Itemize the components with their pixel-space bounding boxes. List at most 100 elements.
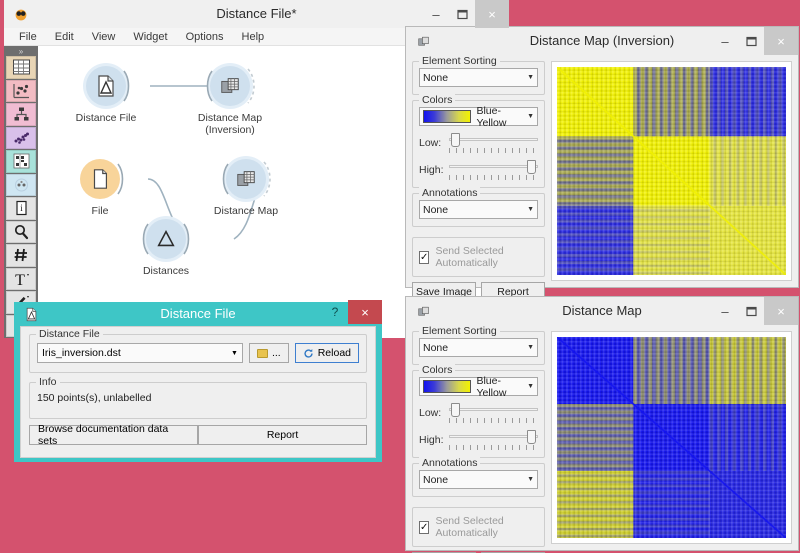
menu-item-edit[interactable]: Edit [54,30,74,43]
dm-send-group: ✓ Send Selected Automatically [412,507,545,547]
close-button[interactable]: × [764,27,798,55]
slider-handle[interactable] [450,403,460,417]
output-port[interactable] [122,70,132,102]
info-icon[interactable]: i [6,197,36,220]
text-icon[interactable]: T [6,267,36,291]
output-port[interactable] [116,163,126,195]
dm-titlebar[interactable]: Distance Map – × [406,297,798,325]
slider-handle[interactable] [527,160,537,174]
node-label: Distance Map (Inversion) [198,112,262,136]
input-port[interactable] [220,163,230,195]
dm-high-slider[interactable] [449,430,538,450]
dmi-high-slider[interactable] [449,160,538,180]
dm-element-sorting-value: None [423,341,449,354]
main-window-controls: – × [423,0,509,28]
dmi-annotations-select[interactable]: None ▼ [419,200,538,219]
heatmap-svg [557,67,786,275]
dmi-element-sorting-value: None [423,71,449,84]
node-circle[interactable] [146,219,186,259]
delta-icon [157,230,175,247]
node-circle[interactable] [80,159,120,199]
network-icon[interactable] [6,173,36,197]
maximize-button[interactable] [449,0,475,28]
dfdlg-file-group-label: Distance File [36,328,103,340]
node-circle[interactable] [210,66,250,106]
dfdlg-body: Distance File Iris_inversion.dst ▼ ... [20,326,376,458]
send-selected-checkbox[interactable]: ✓ [419,520,430,534]
svg-text:i: i [20,203,23,213]
dmi-element-sorting-select[interactable]: None ▼ [419,68,538,87]
output-port[interactable] [182,223,192,255]
node-label: File [91,205,109,217]
dm-annotations-select[interactable]: None ▼ [419,470,538,489]
node-circle[interactable] [86,66,126,106]
dm-colors-value: Blue-Yellow [476,374,507,399]
dmi-send-selected-row[interactable]: ✓ Send Selected Automatically [419,245,538,269]
minimize-button[interactable]: – [721,33,729,49]
node-distance-file[interactable]: Distance File [76,66,136,124]
dfdlg-file-group: Distance File Iris_inversion.dst ▼ ... [29,328,367,373]
distance-map-heatmap-inverted[interactable] [557,67,786,275]
distance-map-heatmap[interactable] [557,337,786,538]
node-file[interactable]: File [80,159,124,217]
dmi-colors-label: Colors [419,94,456,106]
tree-icon[interactable] [6,103,36,126]
browse-file-button[interactable]: ... [248,343,289,363]
node-distance-map-inversion[interactable]: Distance Map (Inversion) [198,66,262,136]
magnifier-icon[interactable] [6,220,36,244]
dmi-low-slider[interactable] [449,133,538,153]
dfdlg-titlebar[interactable]: Distance File ? × [14,300,382,326]
dmi-colors-select[interactable]: Blue-Yellow ▼ [419,105,538,129]
color-gradient-swatch [423,380,472,393]
reload-button[interactable]: Reload [294,343,359,363]
dm-colors-select[interactable]: Blue-Yellow ▼ [419,374,538,399]
minimize-button[interactable]: – [432,6,440,22]
input-port[interactable] [204,70,214,102]
send-selected-checkbox[interactable]: ✓ [419,250,430,264]
distance-file-dialog: Distance File ? × Distance File Iris_inv… [14,300,382,462]
matrix-icon[interactable] [6,150,36,173]
app-icon [8,1,34,27]
close-button[interactable]: × [475,0,509,28]
maximize-button[interactable] [738,297,764,325]
distance-file-select[interactable]: Iris_inversion.dst ▼ [37,343,243,363]
folder-icon [256,348,268,358]
node-distance-map[interactable]: Distance Map [214,159,278,217]
menu-item-options[interactable]: Options [185,30,224,43]
menu-item-file[interactable]: File [19,30,37,43]
dm-element-sorting-select[interactable]: None ▼ [419,338,538,357]
toolbar-handle[interactable]: » [18,46,24,56]
menu-item-help[interactable]: Help [241,30,265,43]
close-button[interactable]: × [764,297,798,325]
browse-documentation-button[interactable]: Browse documentation data sets [29,423,199,447]
points-icon[interactable] [6,126,36,150]
node-distances[interactable]: Distances [142,219,190,277]
help-button[interactable]: ? [331,305,339,319]
node-circle[interactable] [226,159,266,199]
dmi-element-sorting-group: Element Sorting None ▼ [412,55,545,95]
dmi-titlebar[interactable]: Distance Map (Inversion) – × [406,27,798,55]
reload-label: Reload [317,347,351,359]
dmi-high-slider-row: High: [419,160,538,180]
widget-toolbar: » i [4,46,38,338]
slider-handle[interactable] [527,430,537,444]
main-window-titlebar[interactable]: Distance File* – × [4,0,509,28]
menu-item-view[interactable]: View [91,30,116,43]
output-port[interactable] [262,161,274,197]
node-label: Distance File [75,112,137,124]
hash-icon[interactable] [6,244,36,267]
input-port[interactable] [140,223,150,255]
dm-low-slider[interactable] [449,403,538,423]
menu-item-widget[interactable]: Widget [133,30,168,43]
scatter-plot-icon[interactable] [6,79,36,103]
close-button[interactable]: × [348,300,382,324]
report-button[interactable]: Report [198,425,367,445]
dmi-annotations-group: Annotations None ▼ [412,187,545,227]
maximize-button[interactable] [738,27,764,55]
table-icon[interactable] [6,56,36,79]
output-port[interactable] [246,68,258,104]
dm-send-selected-row[interactable]: ✓ Send Selected Automatically [419,515,538,539]
slider-handle[interactable] [450,133,460,147]
minimize-button[interactable]: – [721,303,729,319]
